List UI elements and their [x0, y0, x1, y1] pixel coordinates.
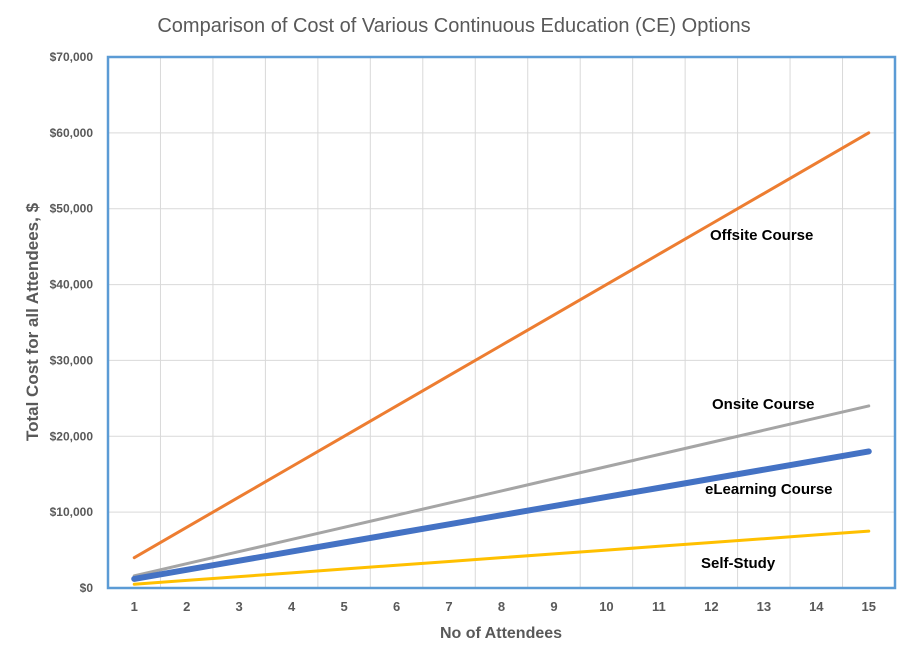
x-tick-label: 9	[550, 599, 557, 614]
x-axis-ticks: 1 2 3 4 5 6 7 8 9 10 11 12 13 14 15	[131, 599, 876, 614]
series-label: eLearning Course	[705, 481, 833, 498]
y-tick-label: $60,000	[50, 126, 94, 140]
y-tick-label: $70,000	[50, 50, 94, 64]
series-line-self-study	[132, 529, 871, 586]
y-tick-label: $10,000	[50, 505, 94, 519]
series-line-offsite-course	[132, 131, 871, 560]
x-tick-label: 5	[340, 599, 347, 614]
x-tick-label: 12	[704, 599, 718, 614]
series-line-onsite-course	[132, 404, 871, 578]
gridlines	[108, 57, 895, 588]
x-tick-label: 2	[183, 599, 190, 614]
y-axis-ticks: $0 $10,000 $20,000 $30,000 $40,000 $50,000 $60…	[50, 50, 94, 595]
series-labels: Offsite Course Onsite Course eLearning Cou…	[701, 227, 833, 572]
x-tick-label: 4	[288, 599, 296, 614]
x-tick-label: 6	[393, 599, 400, 614]
x-tick-label: 3	[236, 599, 243, 614]
series-label: Offsite Course	[710, 227, 813, 244]
x-tick-label: 8	[498, 599, 505, 614]
series-label: Self-Study	[701, 555, 776, 572]
x-tick-label: 15	[862, 599, 876, 614]
x-tick-label: 1	[131, 599, 138, 614]
chart-title: Comparison of Cost of Various Continuous…	[157, 15, 750, 37]
series-lines	[131, 131, 872, 586]
x-tick-label: 11	[652, 599, 666, 614]
y-tick-label: $20,000	[50, 429, 94, 443]
series-line-elearning-course	[131, 448, 872, 582]
x-tick-label: 10	[599, 599, 613, 614]
x-tick-label: 13	[757, 599, 771, 614]
x-tick-label: 14	[809, 599, 824, 614]
y-tick-label: $40,000	[50, 278, 94, 292]
plot-area-border	[106, 55, 897, 590]
y-tick-label: $50,000	[50, 202, 94, 216]
y-tick-label: $0	[80, 581, 94, 595]
y-tick-label: $30,000	[50, 353, 94, 367]
x-axis-title: No of Attendees	[440, 625, 562, 642]
y-axis-title: Total Cost for all Attendees, $	[23, 202, 42, 441]
x-tick-label: 7	[445, 599, 452, 614]
series-label: Onsite Course	[712, 396, 815, 413]
